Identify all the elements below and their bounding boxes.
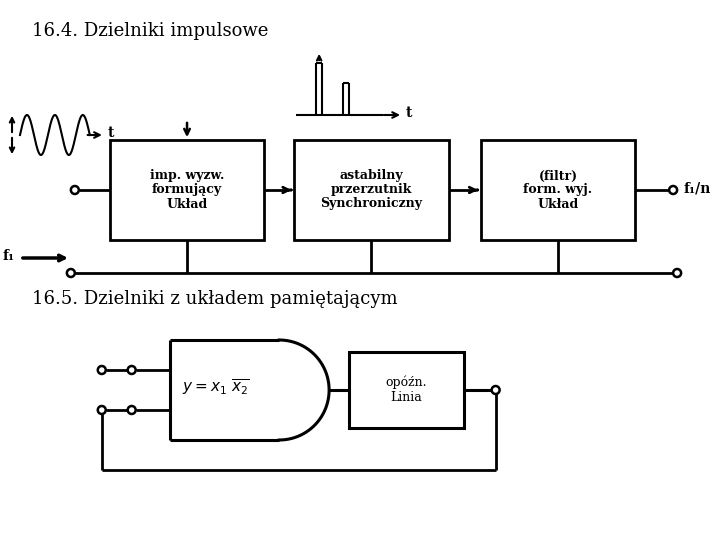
Circle shape [673,269,681,277]
Text: form. wyj.: form. wyj. [523,184,593,197]
Text: t: t [108,126,114,140]
Circle shape [98,366,106,374]
Text: przerzutnik: przerzutnik [330,184,412,197]
Bar [294,140,449,240]
Bar [481,140,635,240]
Circle shape [492,386,500,394]
Circle shape [98,406,106,414]
Circle shape [71,186,78,194]
Text: f₁/n: f₁/n [683,181,711,195]
Text: opóźn.: opóźn. [386,376,427,389]
Text: f₁: f₁ [3,249,15,263]
Text: 16.4. Dzielniki impulsowe: 16.4. Dzielniki impulsowe [32,22,269,40]
Circle shape [127,406,135,414]
Bar [109,140,264,240]
Text: Układ: Układ [166,198,207,211]
Text: formujący: formujący [152,184,222,197]
Text: imp. wyzw.: imp. wyzw. [150,170,224,183]
Text: 16.5. Dzielniki z układem pamiętającym: 16.5. Dzielniki z układem pamiętającym [32,290,397,308]
Text: Synchroniczny: Synchroniczny [320,198,423,211]
Text: t: t [406,106,413,120]
Circle shape [127,366,135,374]
Bar [349,352,464,428]
Circle shape [67,269,75,277]
Text: Linia: Linia [390,391,422,404]
Text: astabilny: astabilny [340,170,403,183]
Text: $y = x_1\ \overline{x_2}$: $y = x_1\ \overline{x_2}$ [182,377,249,397]
Circle shape [669,186,677,194]
Text: (filtr): (filtr) [539,170,577,183]
Text: Układ: Układ [537,198,579,211]
